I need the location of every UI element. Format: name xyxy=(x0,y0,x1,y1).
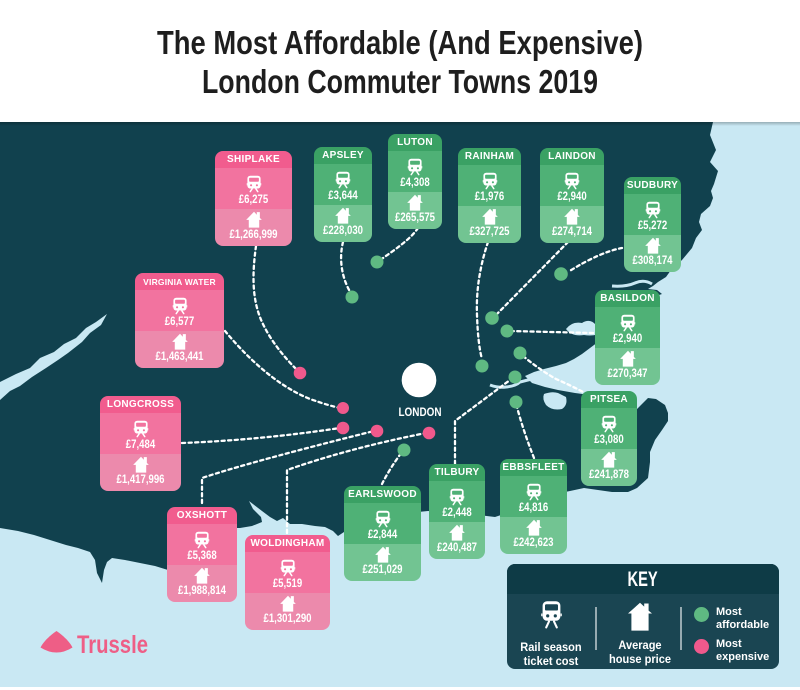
svg-text:Trussle: Trussle xyxy=(77,631,148,659)
svg-text:LONDON: LONDON xyxy=(399,407,442,419)
